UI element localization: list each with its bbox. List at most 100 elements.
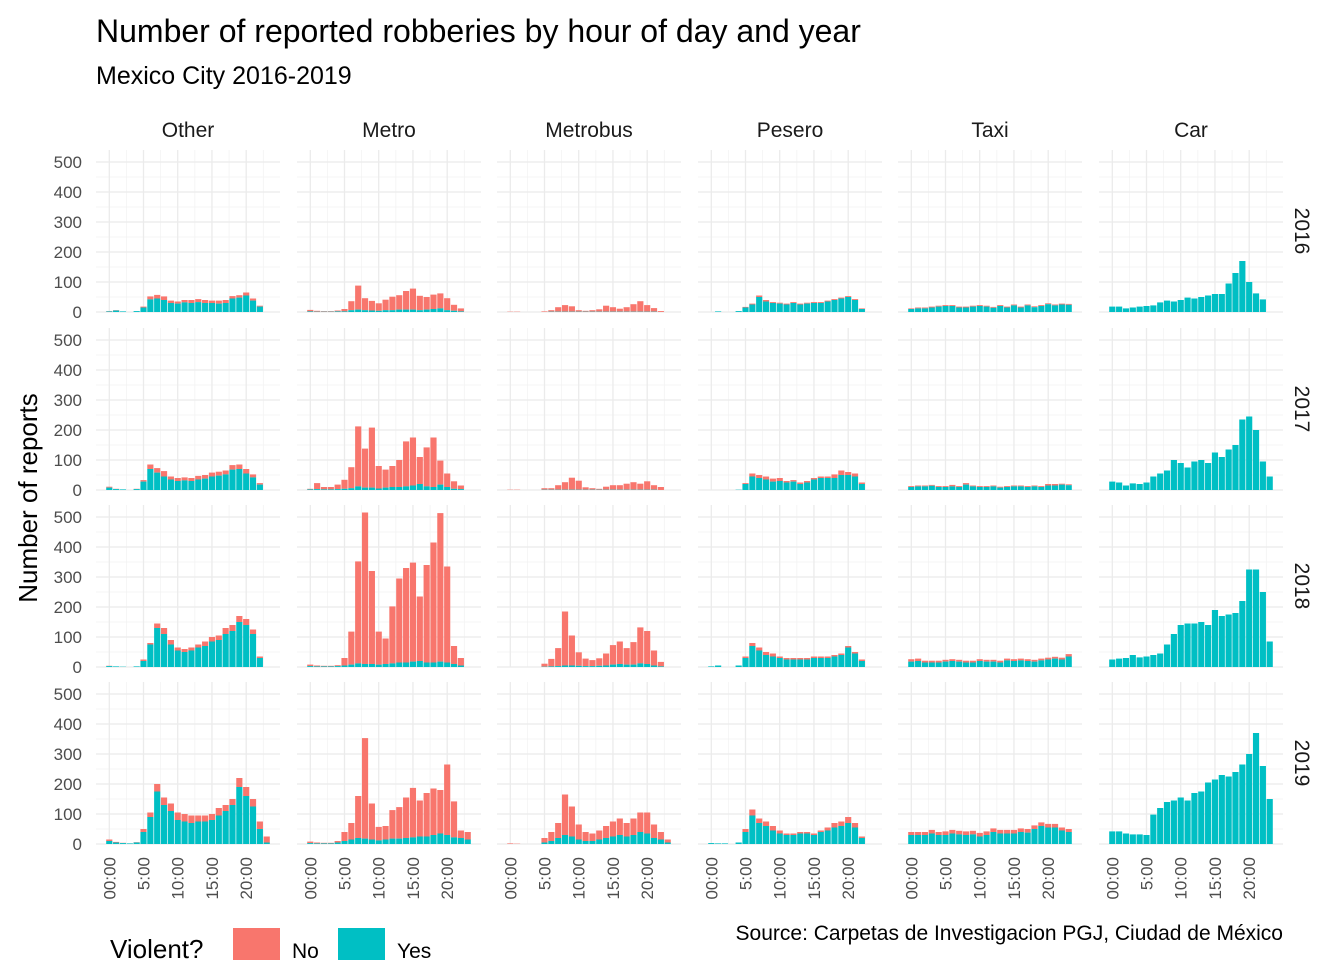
- bar-no: [208, 300, 216, 303]
- bar-yes: [1024, 661, 1031, 667]
- bar-no: [783, 658, 790, 660]
- bar-yes: [457, 311, 464, 312]
- y-tick-label: 200: [54, 421, 82, 440]
- bar-yes: [1205, 295, 1212, 312]
- bar-no: [742, 483, 749, 484]
- bar-yes: [181, 480, 188, 490]
- bar-yes: [1184, 297, 1191, 312]
- bar-yes: [1266, 799, 1273, 844]
- bar-yes: [1051, 485, 1059, 490]
- bar-no: [921, 832, 929, 835]
- bar-yes: [831, 827, 838, 844]
- bar-no: [382, 826, 389, 840]
- x-tick-label: 00:00: [1103, 857, 1122, 900]
- bar-yes: [983, 835, 990, 844]
- bar-yes: [921, 662, 929, 667]
- panel-car-2019: [1099, 682, 1283, 845]
- panel-pesero-2016: [698, 150, 882, 313]
- bar-no: [962, 831, 970, 835]
- bar-no: [623, 648, 630, 665]
- bar-yes: [236, 297, 243, 312]
- x-tick-label: 10:00: [971, 857, 990, 900]
- bar-no: [409, 437, 417, 486]
- bar-no: [589, 310, 596, 312]
- bar-no: [1017, 306, 1024, 308]
- bar-yes: [181, 821, 188, 844]
- bar-yes: [464, 839, 471, 844]
- bar-yes: [969, 834, 976, 844]
- bar-no: [423, 447, 430, 487]
- bar-yes: [437, 833, 444, 844]
- bar-no: [1058, 303, 1065, 305]
- bar-yes: [1017, 307, 1024, 312]
- bar-yes: [334, 489, 341, 490]
- bar-yes: [263, 842, 270, 844]
- bar-no: [202, 641, 209, 646]
- bar-yes: [1252, 293, 1260, 312]
- bar-yes: [215, 475, 222, 490]
- bar-yes: [133, 666, 140, 667]
- bar-no: [824, 300, 831, 302]
- x-tick-label: 20:00: [638, 857, 657, 900]
- bar-no: [908, 832, 915, 835]
- bar-no: [650, 824, 658, 838]
- bar-yes: [928, 485, 935, 490]
- bar-no: [983, 486, 990, 487]
- bar-no: [147, 296, 154, 300]
- bar-yes: [389, 838, 396, 844]
- bar-no: [320, 665, 328, 667]
- bar-no: [749, 643, 756, 646]
- bar-yes: [1143, 482, 1150, 490]
- bar-no: [935, 832, 942, 835]
- bar-yes: [1246, 569, 1253, 667]
- bar-no: [582, 658, 589, 667]
- bar-yes: [1177, 463, 1184, 490]
- bar-yes: [623, 664, 630, 667]
- bar-no: [769, 653, 776, 657]
- bar-no: [236, 778, 243, 787]
- bar-no: [769, 302, 776, 303]
- legend-label-yes: Yes: [397, 940, 431, 960]
- bar-yes: [908, 835, 915, 844]
- bar-yes: [851, 476, 859, 490]
- bar-yes: [334, 842, 341, 844]
- bar-no: [555, 307, 562, 312]
- bar-no: [568, 635, 575, 666]
- bar-yes: [174, 820, 181, 844]
- bar-no: [824, 827, 831, 831]
- bar-no: [208, 472, 216, 477]
- y-tick-label: 200: [54, 598, 82, 617]
- bar-no: [797, 658, 804, 660]
- bar-no: [375, 826, 382, 841]
- bar-yes: [990, 307, 997, 312]
- bar-yes: [243, 796, 250, 844]
- bar-no: [783, 303, 790, 305]
- bar-no: [928, 829, 935, 834]
- bar-yes: [1045, 485, 1052, 490]
- bar-yes: [160, 805, 168, 844]
- bar-yes: [437, 308, 444, 312]
- bar-yes: [409, 309, 417, 312]
- bar-yes: [1163, 644, 1171, 667]
- bar-no: [804, 832, 811, 834]
- bar-yes: [327, 489, 334, 490]
- bar-no: [229, 799, 236, 805]
- bar-yes: [644, 664, 651, 667]
- bar-no: [838, 470, 845, 475]
- y-tick-label: 500: [54, 153, 82, 172]
- bar-yes: [541, 842, 548, 844]
- bar-no: [437, 513, 444, 662]
- bar-yes: [616, 664, 623, 667]
- bar-no: [160, 797, 168, 805]
- bar-yes: [243, 625, 250, 667]
- bar-yes: [389, 487, 396, 490]
- bar-yes: [783, 482, 790, 490]
- strip-label-metro: Metro: [362, 119, 416, 142]
- panel-other-2018: [96, 505, 280, 668]
- bar-no: [609, 307, 617, 312]
- bar-yes: [140, 307, 147, 312]
- bar-no: [140, 659, 147, 661]
- bar-yes: [1129, 834, 1136, 844]
- bar-yes: [928, 307, 935, 312]
- bar-no: [616, 818, 623, 835]
